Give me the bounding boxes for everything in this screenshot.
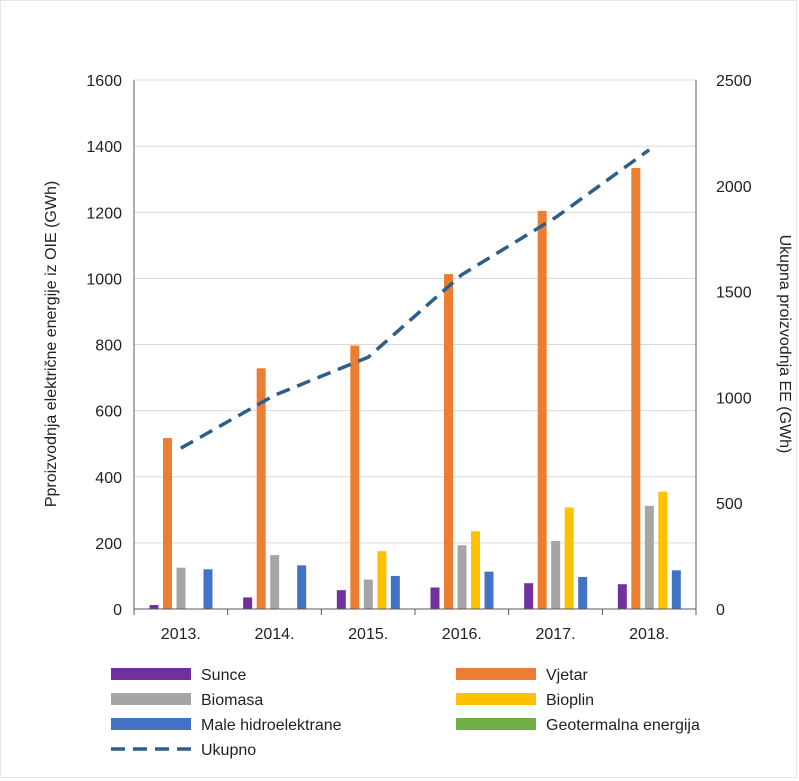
bar (551, 540, 561, 609)
y2-tick-label: 2000 (716, 179, 752, 196)
legend-label: Male hidroelektrane (201, 717, 342, 734)
y-tick-label: 1600 (86, 73, 122, 90)
y-tick-label: 1000 (86, 271, 122, 288)
bar (270, 555, 280, 609)
legend-swatch (111, 693, 191, 705)
y-tick-label: 1400 (86, 139, 122, 156)
bar (390, 575, 400, 609)
legend-swatch (456, 668, 536, 680)
bar (671, 570, 681, 609)
y2-axis-title: Ukupna proizvodnja EE (GWh) (776, 235, 793, 454)
bar (537, 210, 547, 610)
axes-layer: 0 200 400 600 800 1000 1200 1400 1600 0 500 1000 150… (86, 73, 751, 643)
bar (524, 583, 534, 609)
bar (644, 505, 654, 609)
legend-label: Geotermalna energija (546, 717, 700, 734)
bar (578, 576, 588, 609)
x-tick-label: 2016. (442, 626, 482, 643)
legend-swatch (456, 718, 536, 730)
x-tick-label: 2013. (161, 626, 201, 643)
legend-swatch (111, 718, 191, 730)
x-tick-label: 2017. (535, 626, 575, 643)
bar (471, 531, 480, 609)
y-tick-label: 600 (95, 404, 122, 421)
x-tick-label: 2015. (348, 626, 388, 643)
y-tick-label: 1200 (86, 205, 122, 222)
y-axis-title: Pproizvodnja električne energije iz OIE … (43, 181, 60, 507)
line-layer (179, 148, 651, 450)
y-tick-label: 400 (95, 470, 122, 487)
bar (617, 584, 627, 609)
y-tick-label: 800 (95, 338, 122, 355)
bar (203, 569, 213, 609)
bar (243, 597, 253, 609)
legend-label: Sunce (201, 667, 246, 684)
y2-tick-label: 1500 (716, 285, 752, 302)
bar (444, 274, 453, 609)
bar (256, 368, 266, 609)
bar (163, 438, 172, 609)
legend: Sunce Vjetar Biomasa Bioplin Male hidroelekt… (111, 667, 700, 759)
bar (350, 345, 360, 609)
bar (297, 565, 307, 609)
legend-swatch (111, 668, 191, 680)
bar (430, 587, 440, 609)
legend-label: Ukupno (201, 742, 256, 759)
y2-tick-label: 1000 (716, 390, 752, 407)
legend-swatch (456, 693, 536, 705)
y2-tick-label: 2500 (716, 73, 752, 90)
y2-tick-label: 500 (716, 496, 743, 513)
grid-layer (134, 79, 696, 544)
bar (377, 551, 387, 609)
bar (176, 567, 186, 609)
x-tick-label: 2014. (254, 626, 294, 643)
legend-label: Biomasa (201, 692, 263, 709)
bar (631, 167, 641, 610)
legend-label: Vjetar (546, 667, 588, 684)
bar (658, 491, 668, 609)
bar (564, 507, 574, 609)
bar (457, 545, 467, 609)
bars-layer (149, 167, 681, 610)
y-tick-label: 0 (113, 602, 122, 619)
y-tick-label: 200 (95, 536, 122, 553)
x-tick-label: 2018. (629, 626, 669, 643)
bar (484, 571, 494, 609)
legend-label: Bioplin (546, 692, 594, 709)
bar (336, 590, 346, 609)
line-series (179, 148, 651, 450)
bar (363, 579, 373, 609)
y2-tick-label: 0 (716, 602, 725, 619)
bar (149, 605, 159, 609)
